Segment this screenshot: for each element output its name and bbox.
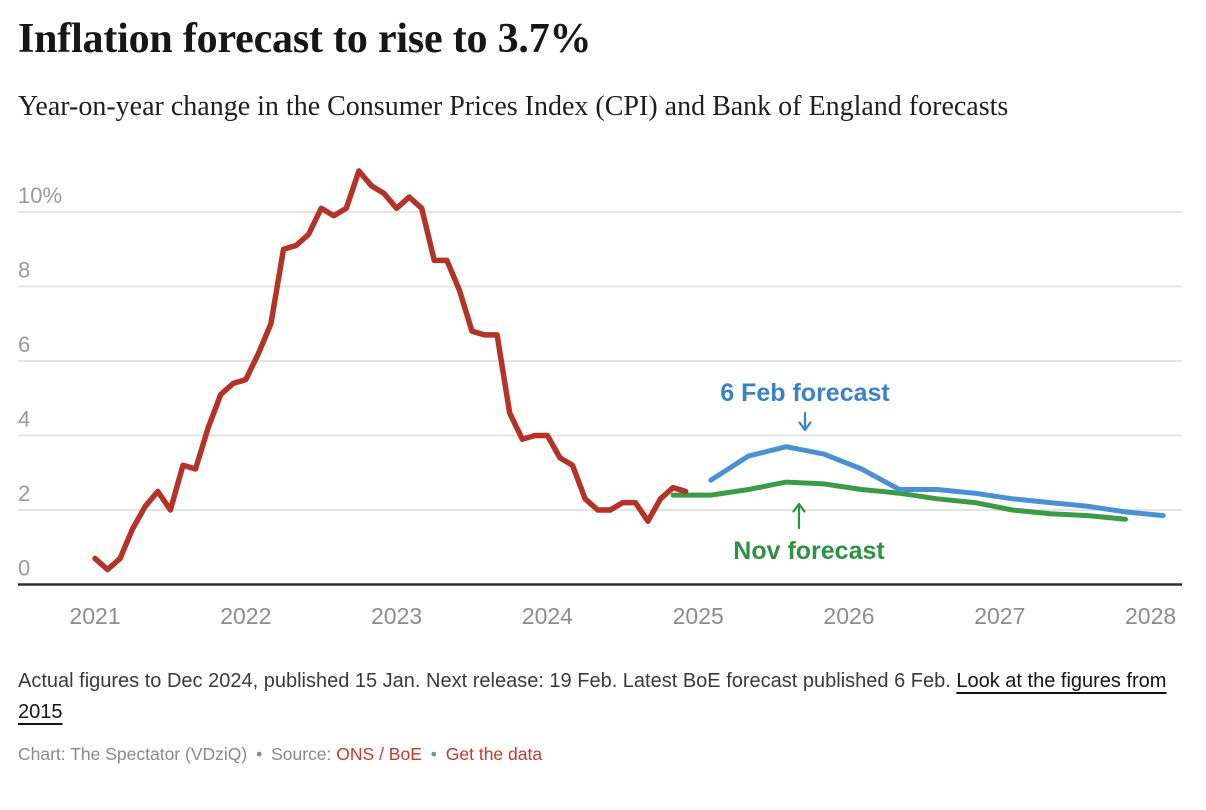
cpi-line-chart: 0 2 4 6 8 10% 2021 2022 2023 2024 2025 2026 2027 2028… [18,168,1182,629]
annotation-nov-forecast: Nov forecast [733,502,885,565]
x-tick-label: 2025 [673,603,724,629]
get-data-link[interactable]: Get the data [445,743,543,764]
y-tick-label: 8 [18,257,30,282]
credit-separator: • [430,743,437,764]
x-tick-label: 2023 [371,603,422,629]
cpi-actual-line [92,168,689,573]
chart-notes: Actual figures to Dec 2024, published 15… [18,666,1178,728]
x-tick-label: 2021 [69,603,120,629]
y-tick-label: 4 [18,406,30,431]
credit-source-label: Source: [271,743,332,764]
chart-title: Inflation forecast to rise to 3.7% [18,16,592,62]
x-tick-label: 2022 [220,603,271,629]
notes-text: Actual figures to Dec 2024, published 15… [18,669,951,692]
up-arrow-icon [792,502,806,530]
nov-forecast-label: Nov forecast [733,537,885,565]
feb-forecast-line [708,444,1166,519]
plot-area: 0 2 4 6 8 10% 2021 2022 2023 2024 2025 2026 2027 2028 [18,168,1182,629]
credit-separator: • [256,743,263,764]
annotation-feb-forecast: 6 Feb forecast [720,379,890,432]
y-tick-label: 6 [18,332,30,357]
y-tick-label: 10% [18,183,62,208]
figures-from-2015-link[interactable]: Look at the figures from 2015 [18,669,1167,723]
chart-header: Inflation forecast to rise to 3.7% Year-… [0,0,1206,124]
x-tick-label: 2026 [823,603,874,629]
x-tick-label: 2024 [522,603,573,629]
source-link[interactable]: ONS / BoE [336,743,422,764]
y-tick-label: 0 [18,555,30,580]
credit-line: Chart: The Spectator (VDziQ) • Source: O… [18,743,1188,765]
feb-forecast-label: 6 Feb forecast [720,379,890,407]
down-arrow-icon [798,411,812,432]
x-tick-label: 2027 [974,603,1025,629]
credit-chart-label: Chart: The Spectator (VDziQ) [18,743,248,764]
chart-subtitle: Year-on-year change in the Consumer Pric… [18,91,1009,123]
x-tick-label: 2028 [1125,603,1176,629]
nov-forecast-line [670,479,1128,522]
y-tick-label: 2 [18,481,30,506]
